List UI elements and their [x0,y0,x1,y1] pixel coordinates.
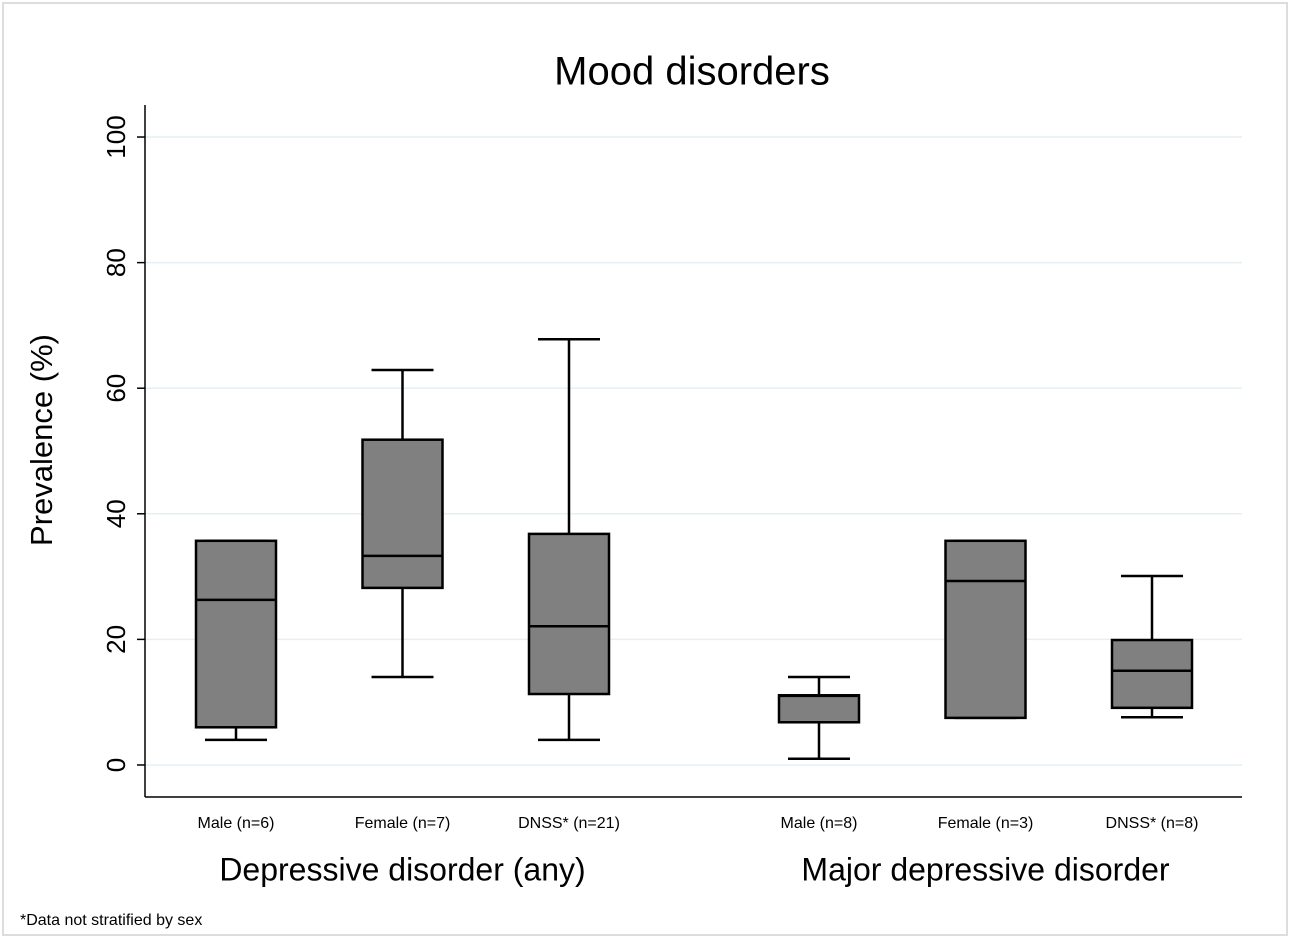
box [777,694,861,724]
x-tick-label: DNSS* (n=8) [1106,815,1199,832]
y-axis-label: Prevalence (%) [24,334,59,546]
y-tick-label: 0 [101,758,131,772]
x-tick-label: Male (n=6) [198,815,275,832]
y-tick-label: 80 [101,248,131,277]
footnote: *Data not stratified by sex [20,912,202,929]
y-tick-label: 60 [101,374,131,403]
x-tick-label: DNSS* (n=21) [518,815,620,832]
group-label: Major depressive disorder [801,851,1170,887]
y-tick-label: 20 [101,625,131,654]
y-tick-label: 40 [101,499,131,528]
box [527,532,611,696]
x-tick-label: Female (n=7) [355,815,451,832]
box [944,539,1027,720]
chart-title: Mood disorders [554,50,830,94]
box [194,539,278,729]
x-tick-label: Female (n=3) [938,815,1034,832]
group-label: Depressive disorder (any) [219,851,585,887]
box [1110,638,1194,710]
box [361,438,444,590]
y-tick-label: 100 [101,115,131,158]
x-tick-label: Male (n=8) [781,815,858,832]
